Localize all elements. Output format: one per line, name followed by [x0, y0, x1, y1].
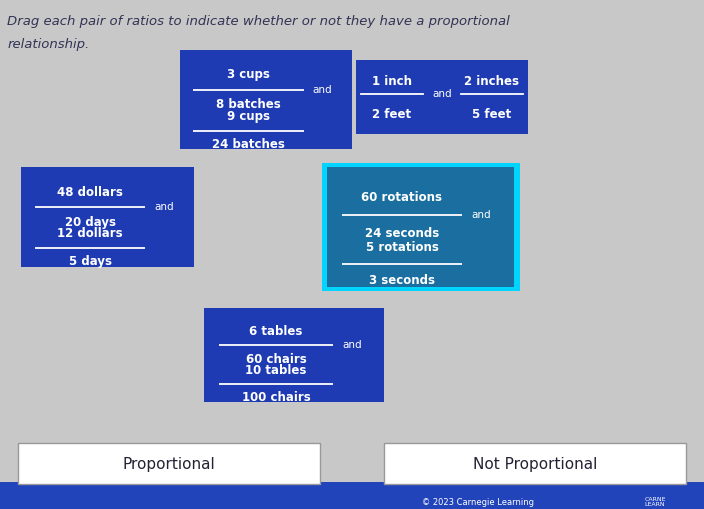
Text: relationship.: relationship.	[7, 38, 89, 51]
Text: and: and	[342, 340, 362, 350]
Text: Not Proportional: Not Proportional	[473, 456, 597, 471]
Text: 5 days: 5 days	[68, 255, 112, 268]
Text: 9 cups: 9 cups	[227, 110, 270, 123]
Text: and: and	[154, 202, 174, 212]
Text: 60 rotations: 60 rotations	[361, 190, 443, 203]
Text: 10 tables: 10 tables	[245, 363, 307, 377]
FancyBboxPatch shape	[322, 164, 520, 292]
Text: 48 dollars: 48 dollars	[57, 185, 123, 199]
Text: 6 tables: 6 tables	[249, 324, 303, 337]
Text: 2 inches: 2 inches	[464, 75, 520, 88]
FancyBboxPatch shape	[180, 51, 352, 150]
Text: © 2023 Carnegie Learning: © 2023 Carnegie Learning	[422, 497, 534, 506]
FancyBboxPatch shape	[21, 168, 194, 267]
Text: 2 feet: 2 feet	[372, 108, 411, 121]
Text: 100 chairs: 100 chairs	[241, 390, 310, 403]
Text: and: and	[471, 210, 491, 219]
Text: 20 days: 20 days	[65, 215, 115, 228]
Text: 24 batches: 24 batches	[212, 138, 285, 151]
Text: Drag each pair of ratios to indicate whether or not they have a proportional: Drag each pair of ratios to indicate whe…	[7, 15, 510, 28]
Text: 3 seconds: 3 seconds	[369, 274, 435, 287]
FancyBboxPatch shape	[0, 483, 704, 509]
FancyBboxPatch shape	[18, 443, 320, 484]
Text: CARNE
LEARN: CARNE LEARN	[644, 496, 666, 506]
Text: 12 dollars: 12 dollars	[57, 227, 123, 240]
Text: 5 feet: 5 feet	[472, 108, 511, 121]
Text: 8 batches: 8 batches	[216, 98, 281, 111]
Text: and: and	[313, 84, 332, 95]
Text: Proportional: Proportional	[122, 456, 215, 471]
Text: 24 seconds: 24 seconds	[365, 226, 439, 239]
FancyBboxPatch shape	[384, 443, 686, 484]
Text: 3 cups: 3 cups	[227, 68, 270, 81]
Text: 5 rotations: 5 rotations	[365, 240, 439, 253]
Text: and: and	[432, 89, 451, 99]
Text: 60 chairs: 60 chairs	[246, 352, 306, 365]
FancyBboxPatch shape	[204, 308, 384, 402]
FancyBboxPatch shape	[356, 61, 528, 135]
FancyBboxPatch shape	[327, 168, 514, 288]
Text: 1 inch: 1 inch	[372, 75, 412, 88]
